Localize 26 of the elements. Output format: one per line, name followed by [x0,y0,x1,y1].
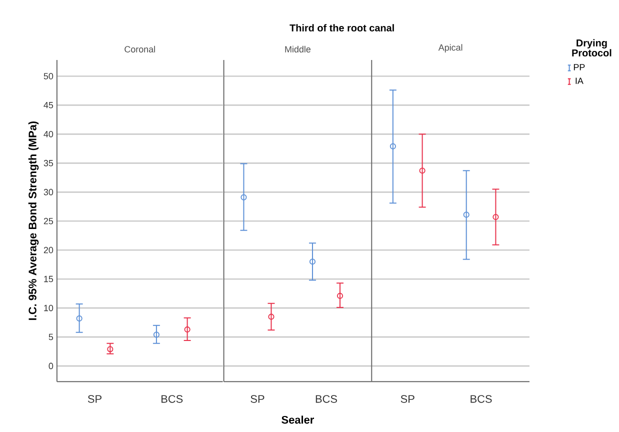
y-tick-label: 10 [44,305,54,312]
x-axis-title: Sealer [282,416,314,424]
y-tick-label: 30 [44,189,54,196]
x-tick-label: SP [250,395,264,404]
y-tick-label: 25 [44,218,54,224]
chart-title: Coronal [124,46,155,53]
y-tick-label: 0 [48,363,54,370]
chart-title: Middle [285,46,311,53]
legend-label: PP [574,64,585,70]
y-tick-label: 15 [44,276,54,282]
y-tick-label: 45 [44,102,54,108]
y-tick-label: 40 [44,131,54,138]
x-tick-label: BCS [162,395,183,404]
y-tick-label: 5 [48,334,54,340]
x-tick-label: BCS [316,395,337,404]
text: Third of the root canal [290,24,394,32]
legend-label: IA [576,78,584,84]
y-tick-label: 50 [44,73,54,80]
y-axis-title: I.C. 95% Average Bond Strength (MPa) [28,122,39,320]
chart-title: Apical [438,44,462,53]
y-tick-label: 35 [44,160,54,166]
legend-title: Drying Protocol [572,39,612,57]
x-tick-label: SP [88,395,102,404]
x-tick-label: BCS [470,395,492,404]
x-tick-label: SP [400,395,414,404]
y-tick-label: 20 [44,247,54,254]
